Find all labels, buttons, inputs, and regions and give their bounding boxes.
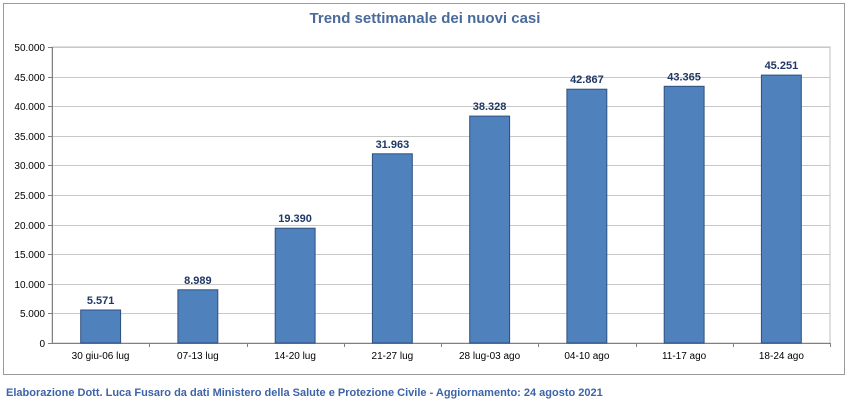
y-tick-label: 0 bbox=[39, 339, 45, 350]
data-label: 45.251 bbox=[765, 60, 799, 72]
data-label: 43.365 bbox=[667, 71, 701, 83]
bar bbox=[177, 289, 219, 344]
y-tick-labels: 0 5.000 10.000 15.000 20.000 25.000 30.000 35.0… bbox=[14, 43, 45, 350]
y-tick-label: 50.000 bbox=[14, 43, 45, 54]
x-tick-label: 21-27 lug bbox=[372, 351, 414, 362]
x-tick-label: 14-20 lug bbox=[274, 351, 316, 362]
y-tick-label: 15.000 bbox=[14, 250, 45, 261]
y-tick-label: 5.000 bbox=[20, 309, 45, 320]
bar bbox=[469, 115, 511, 344]
chart-title: Trend settimanale dei nuovi casi bbox=[309, 10, 541, 27]
x-tick-label: 18-24 ago bbox=[759, 351, 804, 362]
data-label: 5.571 bbox=[87, 295, 115, 307]
x-tick-label: 30 giu-06 lug bbox=[72, 351, 130, 362]
y-tick-label: 35.000 bbox=[14, 132, 45, 143]
bar bbox=[274, 227, 316, 344]
y-tick-label: 30.000 bbox=[14, 161, 45, 172]
gridlines bbox=[51, 46, 831, 344]
x-tick-label: 04-10 ago bbox=[564, 351, 609, 362]
data-label: 31.963 bbox=[376, 139, 410, 151]
bars bbox=[80, 74, 802, 344]
bar bbox=[566, 88, 608, 344]
data-label: 38.328 bbox=[473, 101, 507, 113]
bar bbox=[371, 153, 413, 344]
x-tick-label: 07-13 lug bbox=[177, 351, 219, 362]
y-tick-label: 25.000 bbox=[14, 191, 45, 202]
bar bbox=[760, 74, 802, 344]
y-tick-label: 40.000 bbox=[14, 102, 45, 113]
y-tick-label: 20.000 bbox=[14, 221, 45, 232]
x-tick-label: 11-17 ago bbox=[662, 351, 707, 362]
x-tick-labels: 30 giu-06 lug 07-13 lug 14-20 lug 21-27 lug… bbox=[72, 351, 805, 362]
y-tick-label: 45.000 bbox=[14, 73, 45, 84]
bar bbox=[663, 85, 705, 344]
y-tick-label: 10.000 bbox=[14, 280, 45, 291]
x-tick-label: 28 lug-03 ago bbox=[459, 351, 521, 362]
bar bbox=[80, 309, 122, 344]
data-labels: 5.571 8.989 19.390 31.963 38.328 42.867 43.365… bbox=[87, 60, 798, 307]
data-label: 42.867 bbox=[570, 74, 604, 86]
data-label: 8.989 bbox=[184, 275, 212, 287]
data-label: 19.390 bbox=[278, 213, 312, 225]
bar-chart: 0 5.000 10.000 15.000 20.000 25.000 30.000 35.0… bbox=[14, 43, 831, 362]
source-footnote: Elaborazione Dott. Luca Fusaro da dati M… bbox=[6, 387, 603, 399]
